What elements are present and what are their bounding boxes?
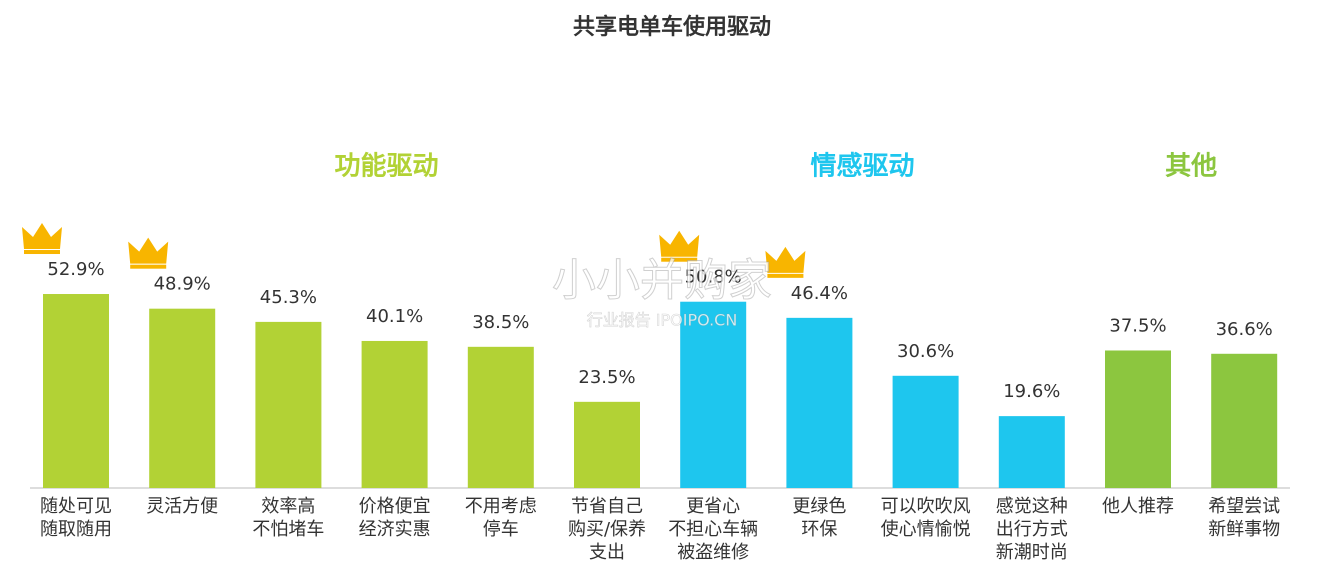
bar bbox=[1105, 350, 1171, 488]
bar bbox=[361, 340, 428, 488]
crown-band bbox=[24, 250, 60, 255]
bar bbox=[149, 308, 216, 488]
x-tick-label: 灵活方便 bbox=[146, 496, 218, 517]
bar bbox=[43, 294, 109, 488]
x-tick-label: 希望尝试新鲜事物 bbox=[1208, 496, 1280, 540]
value-label: 50.8% bbox=[685, 267, 742, 288]
bar bbox=[1211, 353, 1278, 488]
bar bbox=[892, 375, 959, 488]
x-tick-label: 效率高不怕堵车 bbox=[252, 496, 324, 540]
value-label: 23.5% bbox=[578, 367, 635, 388]
crown-icon bbox=[765, 246, 806, 273]
crown-band bbox=[767, 273, 804, 278]
crown-band bbox=[130, 264, 167, 269]
crown-icon bbox=[22, 223, 62, 250]
value-label: 45.3% bbox=[260, 287, 317, 308]
bar bbox=[680, 301, 747, 488]
x-tick-label: 更绿色环保 bbox=[792, 496, 846, 540]
bar bbox=[255, 321, 322, 488]
x-tick-label: 随处可见随取随用 bbox=[40, 496, 112, 540]
watermark: 行业报告 IPOIPO.CN bbox=[587, 311, 738, 330]
x-tick-label: 不用考虑停车 bbox=[465, 496, 537, 540]
value-label: 48.9% bbox=[154, 274, 211, 295]
bar bbox=[786, 317, 853, 488]
chart-title: 共享电单车使用驱动 bbox=[573, 14, 771, 40]
value-label: 37.5% bbox=[1109, 315, 1166, 336]
value-label: 30.6% bbox=[897, 341, 954, 362]
x-tick-label: 更省心不担心车辆被盗维修 bbox=[668, 496, 758, 563]
group-label: 其他 bbox=[1165, 152, 1217, 182]
x-tick-label: 价格便宜经济实惠 bbox=[359, 496, 431, 540]
value-label: 52.9% bbox=[47, 259, 104, 280]
x-tick-label: 节省自己购买/保养支出 bbox=[568, 496, 646, 563]
x-tick-label: 可以吹吹风使心情愉悦 bbox=[881, 496, 971, 540]
crown-icon bbox=[659, 230, 700, 257]
x-tick-label: 感觉这种出行方式新潮时尚 bbox=[996, 496, 1068, 563]
value-label: 40.1% bbox=[366, 306, 423, 327]
value-label: 38.5% bbox=[472, 312, 529, 333]
bar bbox=[998, 416, 1065, 488]
x-tick-label: 他人推荐 bbox=[1102, 496, 1174, 517]
watermark: 小小并购家 bbox=[552, 255, 772, 306]
crown-icon bbox=[128, 237, 169, 264]
bar bbox=[574, 401, 640, 488]
value-label: 36.6% bbox=[1216, 319, 1273, 340]
crown-band bbox=[661, 257, 698, 262]
value-label: 19.6% bbox=[1003, 381, 1060, 402]
group-label: 情感驱动 bbox=[810, 152, 914, 182]
bar bbox=[467, 346, 534, 488]
group-label: 功能驱动 bbox=[334, 151, 438, 182]
value-label: 46.4% bbox=[791, 283, 848, 304]
